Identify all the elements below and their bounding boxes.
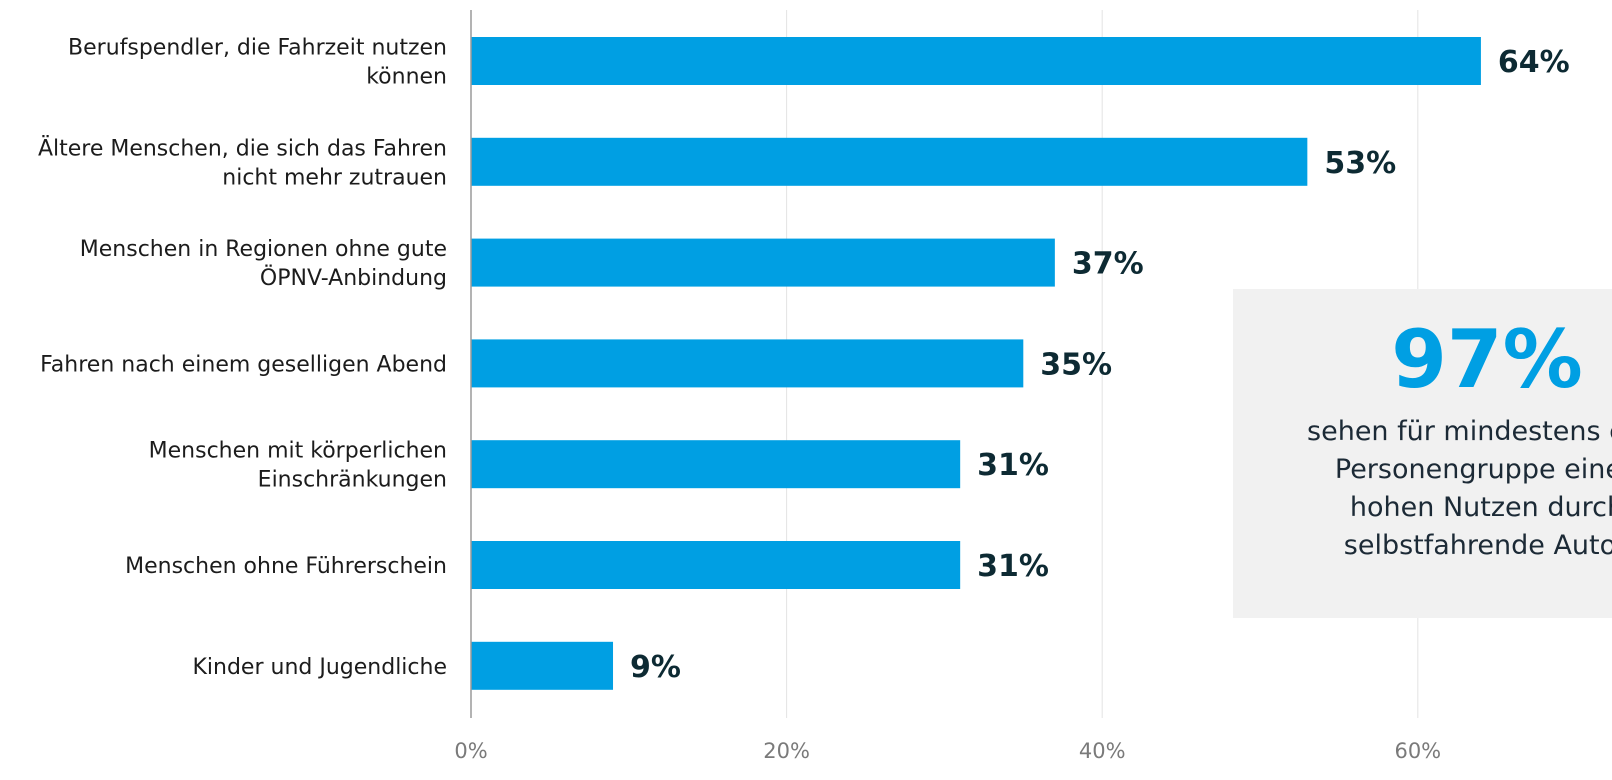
bar: [471, 238, 1055, 287]
bar: [471, 339, 1024, 388]
bar: [471, 37, 1481, 85]
callout-background: [1233, 289, 1612, 618]
value-label: 31%: [977, 549, 1049, 584]
value-label: 53%: [1324, 146, 1396, 181]
callout-text-line: hohen Nutzen durch: [1350, 492, 1612, 523]
category-label-line: Einschränkungen: [258, 468, 447, 493]
category-label-line: Menschen mit körperlichen: [149, 439, 447, 464]
category-label-line: Ältere Menschen, die sich das Fahren: [38, 135, 447, 161]
x-tick-label: 20%: [763, 739, 810, 763]
bar: [471, 440, 961, 489]
x-tick-label: 0%: [454, 739, 487, 763]
bar: [471, 641, 614, 690]
category-label: Berufspendler, die Fahrzeit nutzen können: [68, 36, 447, 90]
category-label: Menschen in Regionen ohne gute ÖPNV-Anbin…: [80, 237, 447, 291]
category-label-line: Fahren nach einem geselligen Abend: [40, 352, 447, 377]
category-label-line: können: [366, 65, 447, 90]
value-label: 31%: [977, 448, 1049, 483]
value-label: 35%: [1040, 347, 1112, 382]
callout-text-line: Personengruppe einen: [1335, 454, 1612, 485]
x-tick-label: 40%: [1079, 739, 1126, 763]
x-tick-label: 60%: [1394, 739, 1441, 763]
value-label: 9%: [630, 650, 681, 685]
value-label: 37%: [1072, 247, 1144, 282]
category-label: Kinder und Jugendliche: [192, 655, 447, 680]
category-label-line: Menschen ohne Führerschein: [125, 554, 447, 579]
category-label: Menschen mit körperlichen Einschränkungen: [149, 439, 447, 493]
callout-text-line: sehen für mindestens eine: [1307, 416, 1612, 447]
category-label: Fahren nach einem geselligen Abend: [40, 352, 447, 377]
category-label-line: Berufspendler, die Fahrzeit nutzen: [68, 36, 447, 61]
callout-box: 97% sehen für mindestens eine Personengrup…: [1233, 289, 1612, 618]
category-label-line: nicht mehr zutrauen: [222, 165, 447, 190]
category-label: Menschen ohne Führerschein: [125, 554, 447, 579]
bar: [471, 137, 1308, 186]
category-label-line: Kinder und Jugendliche: [192, 655, 447, 680]
callout-value: 97%: [1391, 313, 1582, 406]
category-label: Ältere Menschen, die sich das Fahren nich…: [38, 135, 447, 190]
bars: 64% Berufspendler, die Fahrzeit nutzen kön…: [38, 36, 1570, 690]
category-label-line: ÖPNV-Anbindung: [260, 265, 447, 291]
value-label: 64%: [1498, 45, 1570, 80]
x-axis: 0% 20% 40% 60%: [454, 10, 1441, 763]
callout-text: sehen für mindestens eine Personengruppe …: [1307, 416, 1612, 561]
category-label-line: Menschen in Regionen ohne gute: [80, 237, 447, 262]
bar: [471, 541, 961, 589]
callout-text-line: selbstfahrende Autos: [1344, 530, 1612, 561]
